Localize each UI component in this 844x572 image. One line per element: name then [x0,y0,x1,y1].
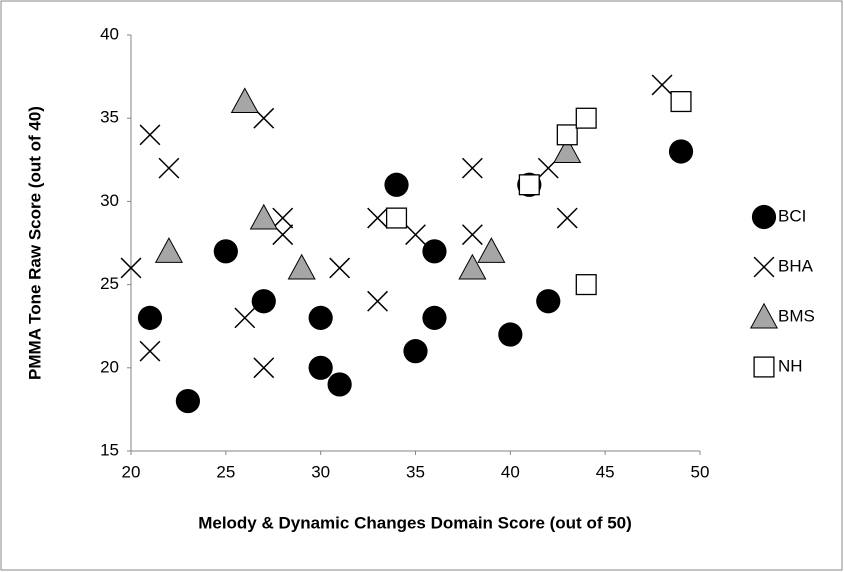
point [556,124,578,146]
x-tick-label: 40 [501,462,520,481]
y-tick-label: 40 [100,24,119,43]
point [308,305,333,330]
legend-label: BCI [778,206,806,225]
point [249,203,278,230]
point [461,224,483,246]
point [575,274,597,296]
point [575,107,597,129]
x-tick-label: 45 [596,462,615,481]
point [137,305,163,330]
point [556,207,578,229]
x-tick-label: 50 [691,462,710,481]
point [477,237,506,263]
x-tick-label: 35 [406,462,425,481]
point [670,91,692,113]
point [251,289,276,314]
point [327,372,352,397]
point [272,207,294,229]
legend-marker [749,302,779,329]
x-tick-label: 30 [311,462,330,481]
point [518,174,540,196]
point [213,239,238,264]
point [367,290,388,312]
x-tick-label: 20 [122,462,141,481]
point [668,139,694,164]
y-axis-label: PMMA Tone Raw Score (out of 40) [25,106,44,380]
legend-marker [753,356,775,378]
legend-marker [751,204,777,230]
point [139,340,161,362]
point [367,207,388,229]
y-tick-label: 25 [100,274,119,293]
point [287,253,316,280]
point [120,257,142,279]
point [536,289,561,314]
point [230,87,259,114]
y-tick-label: 30 [100,191,119,210]
point [422,305,447,330]
point [329,257,351,279]
legend-label: NH [778,356,803,375]
point [498,322,523,347]
y-tick-label: 20 [100,357,119,376]
point [553,137,582,163]
legend-label: BHA [778,256,814,275]
point [461,157,483,179]
point [308,355,333,380]
point [175,388,200,414]
x-axis-label: Melody & Dynamic Changes Domain Score (o… [198,513,632,532]
point [405,224,426,246]
point [403,339,428,364]
x-tick-label: 25 [216,462,235,481]
point [384,172,409,197]
legend-label: BMS [778,306,815,325]
point [385,207,408,229]
point [158,157,180,179]
legend-marker [753,256,775,278]
point [458,253,487,280]
point [253,357,275,379]
y-tick-label: 35 [100,108,119,127]
point [651,74,673,96]
point [422,239,447,264]
point [234,307,256,329]
y-tick-label: 15 [100,440,119,459]
point [139,124,161,146]
point [154,237,183,263]
